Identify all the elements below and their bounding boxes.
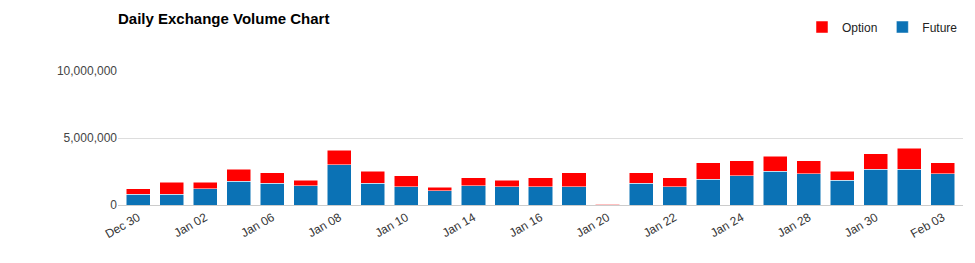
svg-text:Jan 24: Jan 24: [708, 210, 746, 240]
svg-text:Daily Exchange Volume Chart: Daily Exchange Volume Chart: [118, 10, 329, 27]
svg-text:10,000,000: 10,000,000: [57, 64, 117, 78]
svg-text:Option: Option: [842, 21, 877, 35]
svg-text:Jan 30: Jan 30: [842, 210, 880, 240]
svg-text:Jan 14: Jan 14: [440, 210, 478, 240]
svg-text:0: 0: [110, 198, 117, 212]
svg-text:Jan 22: Jan 22: [641, 210, 679, 240]
svg-text:Future: Future: [922, 21, 957, 35]
svg-text:Jan 28: Jan 28: [775, 210, 813, 240]
svg-text:Jan 20: Jan 20: [574, 210, 612, 240]
svg-text:Jan 10: Jan 10: [373, 210, 411, 240]
svg-text:5,000,000: 5,000,000: [64, 131, 118, 145]
svg-text:Jan 06: Jan 06: [239, 210, 277, 240]
svg-text:Jan 08: Jan 08: [306, 210, 344, 240]
svg-text:Dec 30: Dec 30: [103, 210, 143, 241]
svg-text:Jan 16: Jan 16: [507, 210, 545, 240]
svg-text:Feb 03: Feb 03: [908, 210, 948, 241]
svg-text:Jan 02: Jan 02: [171, 210, 209, 240]
